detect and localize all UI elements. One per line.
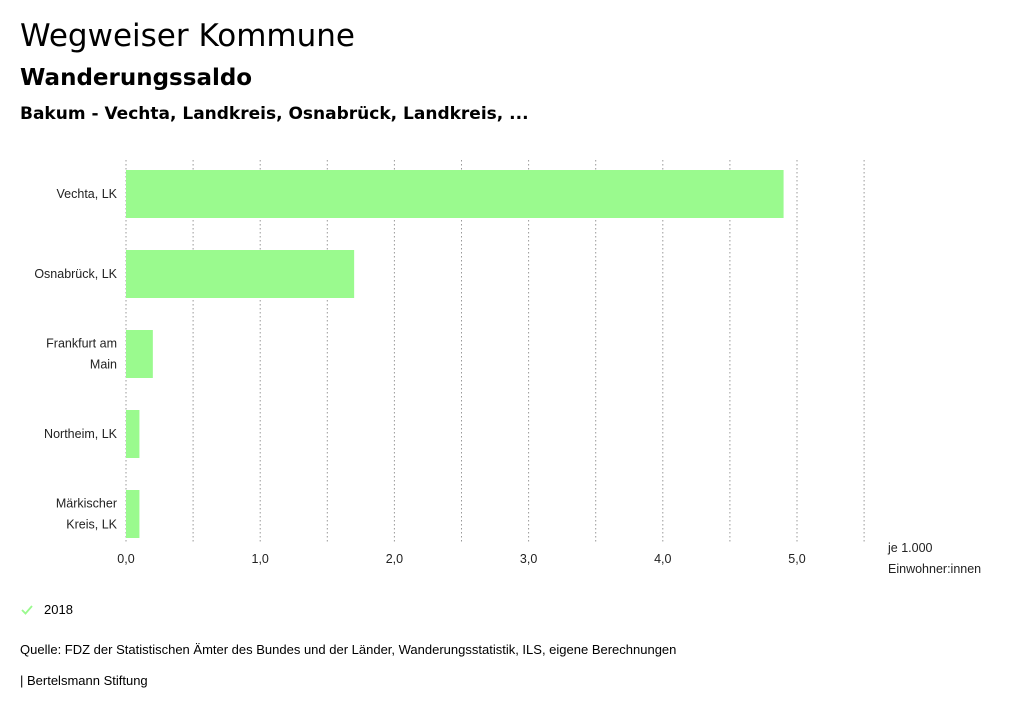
- x-axis-label: je 1.000: [887, 541, 933, 555]
- bar-4[interactable]: [126, 490, 140, 538]
- chart-subtitle: Wanderungssaldo: [20, 65, 253, 91]
- bar-0[interactable]: [126, 170, 784, 218]
- region-selection[interactable]: Bakum - Vechta, Landkreis, Osnabrück, La…: [20, 104, 529, 124]
- x-tick-label: 3,0: [520, 552, 537, 566]
- category-label: Frankfurt am: [46, 337, 117, 351]
- x-tick-label: 0,0: [117, 552, 134, 566]
- category-label: Main: [90, 358, 117, 372]
- check-icon: [21, 604, 33, 615]
- x-tick-label: 2,0: [386, 552, 403, 566]
- category-label: Osnabrück, LK: [34, 267, 117, 281]
- category-label: Kreis, LK: [66, 518, 117, 532]
- x-axis-label: Einwohner:innen: [888, 562, 981, 576]
- page-title: Wegweiser Kommune: [20, 18, 355, 54]
- legend[interactable]: 2018: [20, 602, 73, 617]
- category-label: Märkischer: [56, 497, 117, 511]
- bar-3[interactable]: [126, 410, 140, 458]
- category-label: Northeim, LK: [44, 427, 118, 441]
- bar-2[interactable]: [126, 330, 153, 378]
- bar-chart: Vechta, LK Osnabrück, LK Frankfurt am Main N…: [34, 160, 981, 576]
- category-label: Vechta, LK: [57, 187, 118, 201]
- source-note: Quelle: FDZ der Statistischen Ämter des …: [20, 642, 677, 657]
- x-tick-label: 5,0: [788, 552, 805, 566]
- bar-1[interactable]: [126, 250, 355, 298]
- x-tick-label: 4,0: [654, 552, 671, 566]
- publisher-note: | Bertelsmann Stiftung: [20, 673, 148, 688]
- legend-label: 2018: [44, 602, 73, 617]
- x-tick-label: 1,0: [252, 552, 269, 566]
